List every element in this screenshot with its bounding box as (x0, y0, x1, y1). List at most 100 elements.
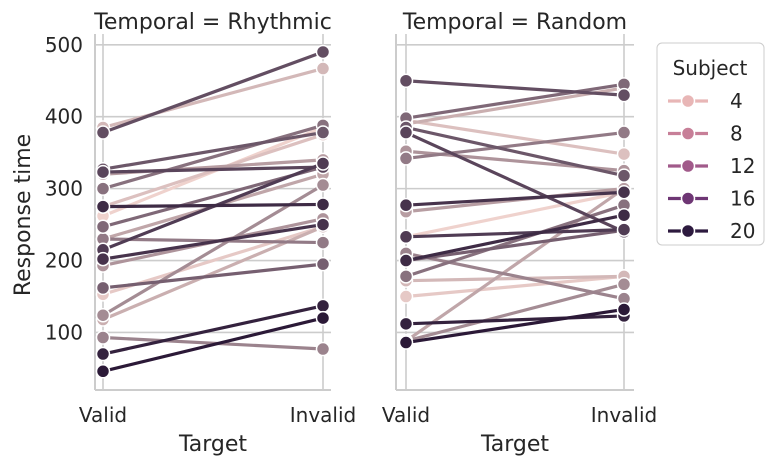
data-point-subject-22-invalid (616, 302, 632, 317)
data-point-subject-19-invalid (315, 217, 331, 232)
series-line-subject-20 (404, 213, 626, 263)
series-line-subject-15 (101, 130, 325, 171)
data-point-subject-10-invalid (315, 341, 331, 357)
legend-label-8: 8 (730, 122, 743, 146)
legend-label-16: 16 (730, 187, 755, 211)
data-point-subject-13-valid (95, 219, 111, 234)
data-point-subject-11-valid (398, 151, 414, 166)
series-line-subject-9 (101, 183, 325, 317)
legend: Subject 4 8 12 16 20 (656, 42, 765, 246)
y-tick-label-500: 500 (45, 33, 83, 57)
panel-title-rhythmic: Temporal = Rhythmic (93, 10, 332, 35)
data-point-subject-20-valid (398, 253, 414, 268)
legend-label-20: 20 (730, 219, 755, 243)
series-line-subject-4 (101, 66, 325, 130)
data-point-subject-18-valid (398, 229, 414, 245)
series-line-subject-14 (404, 228, 626, 263)
x-axis-title-random: Target (480, 432, 549, 457)
legend-label-12: 12 (730, 154, 755, 178)
data-point-subject-9-invalid (315, 177, 331, 193)
x-tick-label-invalid: Invalid (591, 403, 657, 427)
data-point-subject-16-invalid (616, 87, 632, 103)
data-point-subject-9-valid (95, 307, 111, 323)
series-line-subject-4 (404, 274, 626, 283)
series-line-subject-11 (404, 130, 626, 161)
series-line-subject-1 (404, 190, 626, 239)
series-line-subject-3 (404, 118, 626, 156)
panel-title-random: Temporal = Random (402, 10, 627, 35)
series-line-subject-22 (101, 316, 325, 373)
x-tick-label-valid: Valid (382, 403, 430, 427)
data-point-subject-22-valid (95, 364, 111, 379)
legend-marker-4 (680, 93, 696, 109)
data-point-subject-19-valid (398, 197, 414, 213)
data-point-subject-2-valid (398, 289, 414, 304)
data-point-subject-17-valid (95, 164, 111, 180)
data-point-subject-22-invalid (315, 310, 331, 326)
y-tick-label-400: 400 (45, 105, 83, 129)
series-line-subject-16 (404, 79, 626, 97)
data-point-subject-3-invalid (616, 146, 632, 162)
legend-marker-8 (680, 126, 696, 141)
data-point-subject-17-valid (398, 125, 414, 140)
panel-rhythmic: Temporal = Rhythmic Target 100 200 300 400 5… (45, 10, 356, 457)
series-line-subject-10 (404, 251, 626, 301)
series-line-subject-21 (101, 304, 325, 356)
series-line-subject-14 (101, 262, 325, 290)
data-point-subject-10-valid (95, 330, 111, 345)
series-line-subject-12 (404, 203, 626, 278)
y-axis-title: Response time (11, 134, 36, 296)
series-line-subject-17 (101, 165, 325, 174)
legend-label-4: 4 (730, 89, 743, 113)
series-line-subject-13 (404, 82, 626, 120)
series-line-subject-9 (404, 282, 626, 343)
data-point-subject-11-invalid (616, 125, 632, 140)
legend-marker-12 (680, 158, 696, 174)
series-line-subject-21 (404, 314, 626, 326)
data-point-subject-16-invalid (315, 44, 331, 60)
series-line-subject-2 (404, 274, 626, 299)
series-line-subject-19 (101, 222, 325, 261)
series-line-subject-20 (101, 202, 325, 209)
data-point-subject-20-invalid (315, 197, 331, 212)
series-line-subject-17 (404, 130, 626, 234)
legend-title: Subject (673, 56, 748, 80)
data-point-subject-19-valid (95, 251, 111, 267)
series-line-subject-22 (404, 307, 626, 345)
y-tick-label-200: 200 (45, 249, 83, 273)
data-point-subject-12-valid (95, 181, 111, 196)
data-point-subject-15-invalid (616, 168, 632, 183)
panel-random: Temporal = Random Target Valid Invalid (382, 10, 657, 457)
legend-marker-16 (680, 191, 696, 206)
y-tick-label-300: 300 (45, 177, 83, 201)
data-point-subject-11-invalid (315, 235, 331, 250)
x-tick-label-valid: Valid (79, 403, 127, 427)
data-point-subject-18-invalid (616, 222, 632, 237)
data-point-subject-21-valid (95, 346, 111, 362)
data-point-subject-19-invalid (616, 184, 632, 200)
data-point-subject-14-invalid (315, 256, 331, 272)
data-point-subject-15-invalid (315, 125, 331, 140)
series-line-subject-15 (404, 125, 626, 178)
data-point-subject-21-invalid (315, 298, 331, 314)
data-point-subject-16-valid (398, 73, 414, 88)
series-line-subject-16 (101, 50, 325, 135)
data-point-subject-21-valid (398, 316, 414, 332)
data-point-subject-22-valid (398, 335, 414, 350)
x-tick-label-invalid: Invalid (290, 403, 356, 427)
data-point-subject-14-valid (95, 280, 111, 296)
data-point-subject-9-invalid (616, 277, 632, 292)
series-line-subject-12 (101, 123, 325, 191)
data-point-subject-20-invalid (616, 207, 632, 223)
series-line-subject-19 (404, 190, 626, 207)
data-point-subject-18-invalid (315, 156, 331, 171)
data-point-subject-16-valid (95, 125, 111, 140)
data-point-subject-20-valid (95, 199, 111, 214)
series-line-subject-18 (404, 228, 626, 239)
y-tick-label-100: 100 (45, 320, 83, 344)
data-point-subject-4-invalid (315, 61, 331, 76)
legend-marker-20 (680, 223, 696, 239)
data-point-subject-12-valid (398, 269, 414, 284)
